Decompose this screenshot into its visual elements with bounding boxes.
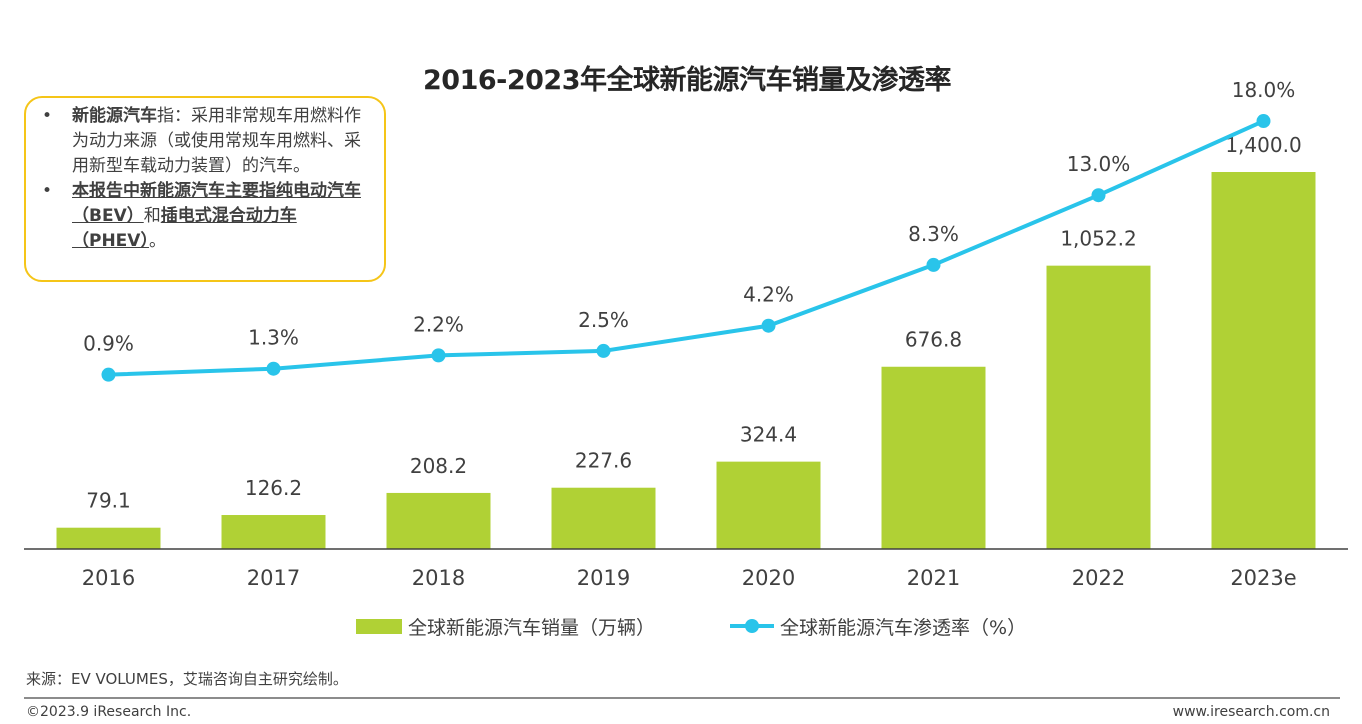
point-2022 [1091, 188, 1106, 203]
x-tick-2023e: 2023e [1230, 566, 1296, 590]
bar-labels: 79.1 126.2 208.2 227.6 324.4 676.8 1,052.2 1,40… [86, 133, 1301, 513]
legend-label-penetration: 全球新能源汽车渗透率（%） [780, 616, 1027, 639]
x-tick-2019: 2019 [577, 566, 630, 590]
bar-label-2020: 324.4 [740, 423, 797, 447]
bar-2018 [386, 492, 491, 549]
line-label-2022: 13.0% [1067, 152, 1131, 176]
note-end: 。 [148, 231, 166, 251]
website-link[interactable]: www.iresearch.com.cn [1172, 704, 1330, 720]
line-label-2020: 4.2% [743, 283, 794, 307]
bar-label-2022: 1,052.2 [1060, 227, 1136, 251]
point-2021 [926, 257, 941, 272]
note-scope-bev: 本报告中新能源汽车主要指纯电动汽车（BEV） [72, 181, 361, 226]
note-definition: 指：采用非常规车用燃料作为动力来源（或使用常规车用燃料、采用新型车载动力装置）的… [72, 106, 361, 176]
note-scope-phev: 插电式混合动力车（PHEV） [72, 206, 297, 251]
bar-2023e [1211, 172, 1316, 549]
note-conj: 和 [143, 206, 161, 226]
line-series [101, 114, 1271, 382]
bar-2016 [56, 527, 161, 549]
bar-2017 [221, 515, 326, 549]
x-tick-2018: 2018 [412, 566, 465, 590]
point-2017 [266, 361, 281, 376]
bar-label-2017: 126.2 [245, 476, 302, 500]
line-label-2021: 8.3% [908, 222, 959, 246]
bar-label-2019: 227.6 [575, 449, 632, 473]
point-2016 [101, 367, 116, 382]
legend-item-penetration: 全球新能源汽车渗透率（%） [730, 613, 1026, 640]
line-labels: 0.9% 1.3% 2.2% 2.5% 4.2% 8.3% 13.0% 18.0% [83, 78, 1295, 356]
bar-label-2023e: 1,400.0 [1225, 133, 1301, 157]
line-label-2023e: 18.0% [1232, 78, 1296, 102]
bar-label-2016: 79.1 [86, 489, 131, 513]
bar-label-2018: 208.2 [410, 454, 467, 478]
bar-series [56, 172, 1316, 549]
x-tick-2017: 2017 [247, 566, 300, 590]
legend-label-sales: 全球新能源汽车销量（万辆） [408, 616, 656, 639]
point-2023e [1256, 114, 1271, 129]
line-label-2018: 2.2% [413, 312, 464, 336]
x-tick-labels: 2016 2017 2018 2019 2020 2021 2022 2023e [82, 566, 1297, 590]
bar-2019 [551, 487, 656, 549]
footer-divider [24, 697, 1340, 699]
point-2019 [596, 343, 611, 358]
line-label-2017: 1.3% [248, 326, 299, 350]
line-label-2016: 0.9% [83, 332, 134, 356]
source-note: 来源：EV VOLUMES，艾瑞咨询自主研究绘制。 [26, 670, 348, 688]
copyright: ©2023.9 iResearch Inc. [26, 704, 192, 720]
note-bullet-1: 新能源汽车指：采用非常规车用燃料作为动力来源（或使用常规车用燃料、采用新型车载动… [40, 104, 366, 179]
bar-2020 [716, 461, 821, 549]
x-tick-2020: 2020 [742, 566, 795, 590]
bar-label-2021: 676.8 [905, 328, 962, 352]
line-label-2019: 2.5% [578, 308, 629, 332]
bar-2021 [881, 366, 986, 549]
legend-line-swatch [730, 619, 775, 633]
x-tick-2022: 2022 [1072, 566, 1125, 590]
chart-title: 2016-2023年全球新能源汽车销量及渗透率 [423, 65, 952, 96]
legend-item-sales: 全球新能源汽车销量（万辆） [356, 613, 655, 640]
note-term: 新能源汽车 [72, 106, 157, 126]
legend-bar-swatch [356, 618, 402, 634]
x-tick-2021: 2021 [907, 566, 960, 590]
x-tick-2016: 2016 [82, 566, 135, 590]
definition-note: 新能源汽车指：采用非常规车用燃料作为动力来源（或使用常规车用燃料、采用新型车载动… [24, 96, 386, 282]
note-bullet-2: 本报告中新能源汽车主要指纯电动汽车（BEV）和插电式混合动力车（PHEV）。 [40, 179, 366, 254]
point-2020 [761, 318, 776, 333]
legend: 全球新能源汽车销量（万辆） 全球新能源汽车渗透率（%） [356, 612, 1026, 640]
penetration-line [108, 119, 1265, 377]
point-2018 [431, 348, 446, 363]
bar-2022 [1046, 265, 1151, 549]
